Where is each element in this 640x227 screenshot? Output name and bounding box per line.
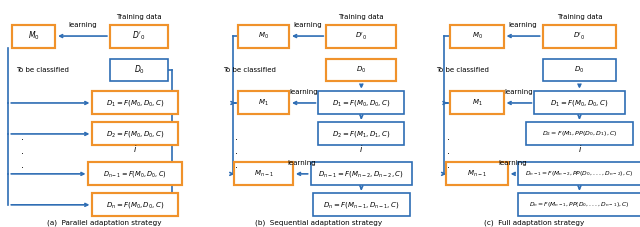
Text: .
.
.: . . . bbox=[235, 132, 238, 170]
Text: learning: learning bbox=[68, 22, 97, 28]
FancyBboxPatch shape bbox=[326, 59, 396, 81]
FancyBboxPatch shape bbox=[518, 193, 640, 216]
FancyBboxPatch shape bbox=[543, 25, 616, 47]
Text: learning: learning bbox=[509, 22, 538, 28]
Text: $D'_0$: $D'_0$ bbox=[573, 30, 586, 42]
Text: .
.
.: . . . bbox=[20, 132, 24, 170]
FancyBboxPatch shape bbox=[92, 193, 178, 216]
Text: $M_0$: $M_0$ bbox=[472, 31, 483, 41]
Text: To be classified: To be classified bbox=[223, 67, 275, 73]
Text: i: i bbox=[579, 146, 580, 154]
Text: $D_0$: $D_0$ bbox=[574, 65, 584, 75]
Text: .
.
.: . . . bbox=[447, 132, 450, 170]
FancyBboxPatch shape bbox=[543, 59, 616, 81]
Text: $D_2{=}F(M_1,D_1,C)$: $D_2{=}F(M_1,D_1,C)$ bbox=[332, 129, 390, 139]
FancyBboxPatch shape bbox=[446, 162, 508, 185]
Text: Training data: Training data bbox=[339, 14, 384, 20]
FancyBboxPatch shape bbox=[238, 25, 289, 47]
FancyBboxPatch shape bbox=[238, 91, 289, 114]
Text: Training data: Training data bbox=[116, 14, 162, 20]
Text: learning: learning bbox=[289, 89, 318, 95]
Text: $D_1{=}F(M_0,D_0,C)$: $D_1{=}F(M_0,D_0,C)$ bbox=[332, 98, 390, 108]
Text: $D'_0$: $D'_0$ bbox=[132, 30, 146, 42]
Text: $D_{n-1}{=}F(M_0,D_0,C)$: $D_{n-1}{=}F(M_0,D_0,C)$ bbox=[103, 169, 167, 179]
Text: $M_{n-1}$: $M_{n-1}$ bbox=[467, 169, 487, 179]
FancyBboxPatch shape bbox=[310, 162, 412, 185]
Text: $D_n{=}F(M_{n-1},D_{n-1},C)$: $D_n{=}F(M_{n-1},D_{n-1},C)$ bbox=[323, 200, 399, 210]
FancyBboxPatch shape bbox=[234, 162, 293, 185]
Text: learning: learning bbox=[293, 22, 322, 28]
Text: $D_1{=}F(M_0,D_0,C)$: $D_1{=}F(M_0,D_0,C)$ bbox=[550, 98, 609, 108]
Text: learning: learning bbox=[505, 89, 533, 95]
Text: $M_{n-1}$: $M_{n-1}$ bbox=[254, 169, 274, 179]
FancyBboxPatch shape bbox=[451, 91, 504, 114]
FancyBboxPatch shape bbox=[518, 162, 640, 185]
Text: i: i bbox=[134, 146, 136, 154]
Text: Training data: Training data bbox=[557, 14, 602, 20]
Text: $D'_0$: $D'_0$ bbox=[355, 30, 367, 42]
FancyBboxPatch shape bbox=[88, 162, 182, 185]
Text: $D_2{=}F(M_1,PP(D_0,D_1),C)$: $D_2{=}F(M_1,PP(D_0,D_1),C)$ bbox=[541, 129, 617, 138]
FancyBboxPatch shape bbox=[319, 91, 404, 114]
Text: $D_1{=}F(M_0,D_0,C)$: $D_1{=}F(M_0,D_0,C)$ bbox=[106, 98, 164, 108]
Text: (b)  Sequential adaptation strategy: (b) Sequential adaptation strategy bbox=[255, 220, 382, 226]
Text: learning: learning bbox=[287, 160, 316, 166]
Text: $D_{n-1}{=}F(M_{n-2},D_{n-2},C)$: $D_{n-1}{=}F(M_{n-2},D_{n-2},C)$ bbox=[319, 169, 404, 179]
Text: i: i bbox=[360, 146, 362, 154]
FancyBboxPatch shape bbox=[326, 25, 396, 47]
FancyBboxPatch shape bbox=[534, 91, 625, 114]
FancyBboxPatch shape bbox=[92, 91, 178, 114]
Text: learning: learning bbox=[499, 160, 527, 166]
Text: (c)  Full adaptation strategy: (c) Full adaptation strategy bbox=[484, 220, 584, 226]
Text: To be classified: To be classified bbox=[16, 67, 69, 73]
FancyBboxPatch shape bbox=[526, 122, 633, 146]
FancyBboxPatch shape bbox=[92, 122, 178, 146]
Text: (a)  Parallel adaptation strategy: (a) Parallel adaptation strategy bbox=[47, 220, 161, 226]
Text: $D_0$: $D_0$ bbox=[356, 65, 367, 75]
Text: $D_2{=}F(M_0,D_0,C)$: $D_2{=}F(M_0,D_0,C)$ bbox=[106, 129, 164, 139]
FancyBboxPatch shape bbox=[110, 59, 168, 81]
FancyBboxPatch shape bbox=[319, 122, 404, 146]
FancyBboxPatch shape bbox=[451, 25, 504, 47]
Text: To be classified: To be classified bbox=[436, 67, 490, 73]
FancyBboxPatch shape bbox=[110, 25, 168, 47]
Text: $D_n{=}F(M_{n-1},PP(D_0,...,D_{n-1}),C)$: $D_n{=}F(M_{n-1},PP(D_0,...,D_{n-1}),C)$ bbox=[529, 200, 630, 209]
Text: $M_0$: $M_0$ bbox=[28, 30, 40, 42]
Text: $D_{n-1}{=}F(M_{n-2},PP(D_0,...,D_{n-2}),C)$: $D_{n-1}{=}F(M_{n-2},PP(D_0,...,D_{n-2})… bbox=[525, 169, 634, 178]
Text: $M_0$: $M_0$ bbox=[259, 31, 269, 41]
Text: $D_0$: $D_0$ bbox=[134, 64, 145, 76]
Text: $D_n{=}F(M_0,D_0,C)$: $D_n{=}F(M_0,D_0,C)$ bbox=[106, 200, 164, 210]
FancyBboxPatch shape bbox=[312, 193, 410, 216]
Text: $M_1$: $M_1$ bbox=[472, 98, 483, 108]
Text: $M_1$: $M_1$ bbox=[259, 98, 269, 108]
FancyBboxPatch shape bbox=[12, 25, 55, 47]
